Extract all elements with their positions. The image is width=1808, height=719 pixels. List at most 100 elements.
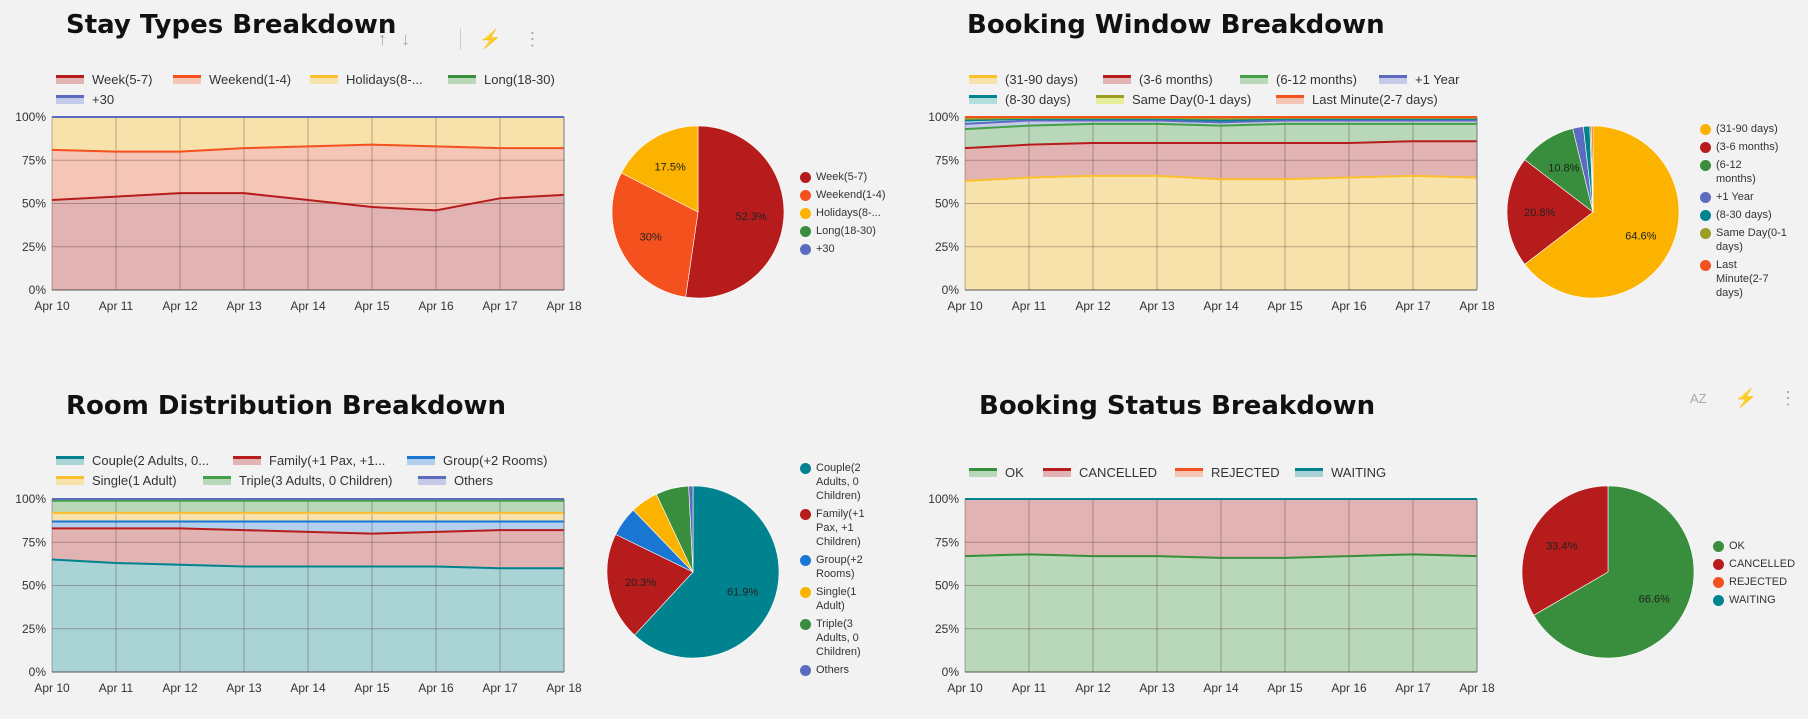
legend-item-6-12-months[interactable]: (6-12 months) [1240,72,1357,87]
legend-item-rejected[interactable]: REJECTED [1175,465,1280,480]
pie-legend-item-group-2-rooms[interactable]: Group(+2 Rooms) [800,553,895,581]
x-tick-label: Apr 11 [99,681,134,695]
legend-item-8-30-days[interactable]: (8-30 days) [969,92,1071,107]
y-tick-label: 0% [29,665,47,679]
pie-legend-item-last-minute-2-7-days[interactable]: Last Minute(2-7 days) [1700,258,1795,300]
pie-legend-item-1-year[interactable]: +1 Year [1700,190,1795,204]
legend-item-week-5-7[interactable]: Week(5-7) [56,72,152,87]
pie-legend-item-rejected[interactable]: REJECTED [1713,575,1808,589]
legend-item-30[interactable]: +30 [56,92,114,107]
pie-data-label: 10.8% [1548,162,1579,174]
pie-legend-item-31-90-days[interactable]: (31-90 days) [1700,122,1795,136]
legend-item-group-2-rooms[interactable]: Group(+2 Rooms) [407,453,547,468]
pie-legend-item-holidays-8[interactable]: Holidays(8-... [800,206,895,220]
pie-legend-label: Same Day(0-1 days) [1716,227,1787,253]
legend-dot [1700,192,1711,203]
legend-item-ok[interactable]: OK [969,465,1024,480]
booking-window-pie-chart: 64.6% 20.8% 10.8% [1506,125,1680,299]
sort-up-icon[interactable]: ↑ [378,28,387,49]
pie-legend-item-single-1-adult[interactable]: Single(1 Adult) [800,585,895,613]
pie-legend-item-triple-3-adults-0-children[interactable]: Triple(3 Adults, 0 Children) [800,617,895,659]
pie-legend-label: Weekend(1-4) [816,189,886,201]
pie-legend-label: OK [1729,540,1745,552]
pie-slice-weekend-1-4 [611,172,699,298]
pie-legend-label: (31-90 days) [1716,123,1778,135]
cross-filter-icon[interactable]: ⚡ [479,28,502,49]
sort-down-icon[interactable]: ↓ [401,28,410,49]
booking-window-pie-legend: (31-90 days) (3-6 months) (6-12 months) +1 … [1700,122,1805,322]
pie-legend-label: Couple(2 Adults, 0 Children) [816,462,861,502]
pie-legend-item-family-1-pax-1-children[interactable]: Family(+1 Pax, +1 Children) [800,507,895,549]
pie-legend-label: Family(+1 Pax, +1 Children) [816,508,865,548]
legend-swatch [448,75,476,84]
legend-swatch [1175,468,1203,477]
pie-legend-item-8-30-days[interactable]: (8-30 days) [1700,208,1795,222]
pie-slice-cancelled [1521,485,1609,616]
pie-data-label: 52.3% [736,211,767,223]
x-tick-label: Apr 15 [354,299,390,313]
legend-item-same-day-0-1-days[interactable]: Same Day(0-1 days) [1096,92,1251,107]
legend-item-cancelled[interactable]: CANCELLED [1043,465,1157,480]
x-tick-label: Apr 14 [290,681,326,695]
legend-swatch [56,456,84,465]
pie-legend-item-week-5-7[interactable]: Week(5-7) [800,170,895,184]
legend-item-couple-2-adults-0[interactable]: Couple(2 Adults, 0... [56,453,209,468]
legend-label: REJECTED [1211,465,1280,480]
legend-dot [800,665,811,676]
pie-legend-label: Long(18-30) [816,225,876,237]
x-tick-label: Apr 17 [482,681,518,695]
legend-item-31-90-days[interactable]: (31-90 days) [969,72,1078,87]
pie-legend-item-same-day-0-1-days[interactable]: Same Day(0-1 days) [1700,226,1795,254]
pie-legend-item-ok[interactable]: OK [1713,539,1808,553]
x-tick-label: Apr 12 [162,681,198,695]
pie-legend-label: Group(+2 Rooms) [816,554,863,580]
y-tick-label: 25% [22,622,46,636]
legend-label: Long(18-30) [484,72,555,87]
legend-item-others[interactable]: Others [418,473,493,488]
legend-swatch [969,95,997,104]
x-tick-label: Apr 14 [290,299,326,313]
pie-legend-item-waiting[interactable]: WAITING [1713,593,1808,607]
legend-item-1-year[interactable]: +1 Year [1379,72,1459,87]
legend-swatch [1043,468,1071,477]
sort-az-icon[interactable]: AZ [1690,391,1707,406]
legend-item-weekend-1-4[interactable]: Weekend(1-4) [173,72,291,87]
pie-legend-item-long-18-30[interactable]: Long(18-30) [800,224,895,238]
more-options-icon[interactable]: ⋮ [1779,388,1798,408]
stay-types-pie-chart: 52.3% 30% 17.5% [611,125,785,299]
legend-item-waiting[interactable]: WAITING [1295,465,1386,480]
pie-legend-item-6-12-months[interactable]: (6-12 months) [1700,158,1795,186]
legend-item-single-1-adult[interactable]: Single(1 Adult) [56,473,177,488]
legend-dot [1713,541,1724,552]
legend-item-long-18-30[interactable]: Long(18-30) [448,72,555,87]
pie-legend-item-cancelled[interactable]: CANCELLED [1713,557,1808,571]
legend-item-holidays-8[interactable]: Holidays(8-... [310,72,423,87]
pie-legend-item-weekend-1-4[interactable]: Weekend(1-4) [800,188,895,202]
more-options-icon[interactable]: ⋮ [523,28,542,49]
x-tick-label: Apr 16 [418,299,454,313]
stay-types-area-chart: 0% 25% 50% 75% 100% Apr 10 Apr 11 Apr 12 Apr 13 A… [15,110,582,313]
y-tick-label: 50% [935,197,959,211]
legend-dot [1713,577,1724,588]
pie-legend-item-others[interactable]: Others [800,663,895,677]
legend-item-3-6-months[interactable]: (3-6 months) [1103,72,1213,87]
y-tick-label: 75% [935,535,959,549]
pie-slice-holidays-8 [620,125,699,213]
pie-legend-item-30[interactable]: +30 [800,242,895,256]
pie-legend-item-3-6-months[interactable]: (3-6 months) [1700,140,1795,154]
pie-slice-family-1-pax-1-children [606,534,694,636]
cross-filter-icon[interactable]: ⚡ [1734,388,1758,408]
legend-item-last-minute-2-7-days[interactable]: Last Minute(2-7 days) [1276,92,1438,107]
legend-swatch [418,476,446,485]
pie-legend-item-couple-2-adults-0-children[interactable]: Couple(2 Adults, 0 Children) [800,461,895,503]
legend-item-triple-3-adults-0-children[interactable]: Triple(3 Adults, 0 Children) [203,473,392,488]
pie-legend-label: +1 Year [1716,191,1754,203]
legend-dot [800,587,811,598]
legend-item-family-1-pax-1[interactable]: Family(+1 Pax, +1... [233,453,385,468]
pie-slice-3-6-months [1506,159,1594,265]
legend-swatch [56,95,84,104]
legend-dot [800,555,811,566]
booking-window-legend: (31-90 days) (3-6 months) (6-12 months) +1 … [969,72,1489,112]
line-family-1-pax-1 [52,527,564,535]
legend-label: OK [1005,465,1024,480]
